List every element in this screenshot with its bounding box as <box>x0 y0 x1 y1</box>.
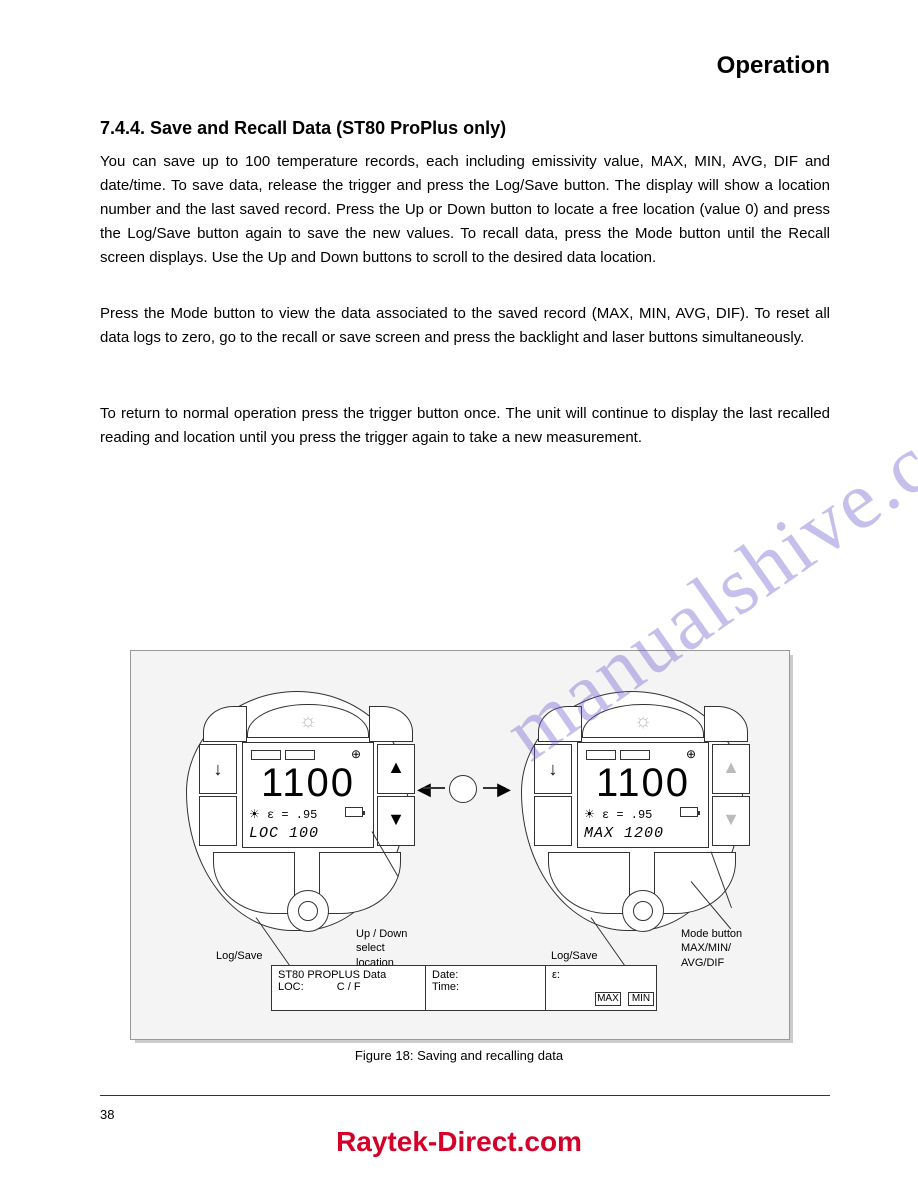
connector-arrow: ◀ ▶ <box>423 771 505 807</box>
side-bl-button <box>534 796 572 846</box>
corner-tl-button <box>538 706 582 742</box>
side-bl-button <box>199 796 237 846</box>
figure-panel: ☼ ↓ ▲ ▼ ⊕ 1100 ☀ ε = .95 LOC <box>130 650 790 1040</box>
lcd-big-value: 1100 <box>578 761 708 806</box>
device-left: ☼ ↓ ▲ ▼ ⊕ 1100 ☀ ε = .95 LOC <box>176 681 416 941</box>
lcd-left: ⊕ 1100 ☀ ε = .95 LOC 100 <box>242 742 374 848</box>
logger-loc-label: LOC: <box>278 981 304 993</box>
callout-right-mode: Mode button MAX/MIN/ AVG/DIF <box>681 927 742 970</box>
corner-tl-button <box>203 706 247 742</box>
logger-date-label: Date: <box>432 969 539 981</box>
logger-title: ST80 PROPLUS Data <box>278 969 419 981</box>
lcd-bottom-row: LOC 100 <box>249 825 367 842</box>
lcd-right: ⊕ 1100 ☀ ε = .95 MAX 1200 <box>577 742 709 848</box>
device-body: ☼ ↓ ▲ ▼ ⊕ 1100 ☀ ε = .95 MAX <box>521 691 743 931</box>
side-ml-button: ↓ <box>199 744 237 794</box>
lcd-big-value: 1100 <box>243 761 373 806</box>
lcd-bottom-row: MAX 1200 <box>584 825 702 842</box>
mode-button <box>654 852 736 914</box>
down-button-dim: ▼ <box>712 796 750 846</box>
logger-eps-label: ε: <box>552 969 652 981</box>
up-button-dim: ▲ <box>712 744 750 794</box>
logger-box-min: MIN <box>628 992 654 1006</box>
callout-right-save: Log/Save <box>551 949 597 963</box>
corner-tr-button <box>704 706 748 742</box>
log-save-button <box>548 852 630 914</box>
logger-time-label: Time: <box>432 981 539 993</box>
lcd-eps: ε = .95 <box>267 808 317 822</box>
callout-left-updown: Up / Down select location <box>356 927 407 970</box>
page-title: Operation <box>717 52 830 79</box>
lcd-eps: ε = .95 <box>602 808 652 822</box>
footer-brand: Raytek-Direct.com <box>0 1126 918 1158</box>
backlight-button: ☼ <box>582 704 704 738</box>
down-button: ▼ <box>377 796 415 846</box>
backlight-button: ☼ <box>247 704 369 738</box>
corner-tr-button <box>369 706 413 742</box>
figure-caption: Figure 18: Saving and recalling data <box>0 1048 918 1063</box>
callout-left-save: Log/Save <box>216 949 262 963</box>
device-body: ☼ ↓ ▲ ▼ ⊕ 1100 ☀ ε = .95 LOC <box>186 691 408 931</box>
logger-box: ST80 PROPLUS Data LOC: C / F Date: Time:… <box>271 965 657 1011</box>
body-paragraph-3: To return to normal operation press the … <box>100 402 830 450</box>
footer-page-number: 38 <box>100 1107 114 1122</box>
body-paragraph-1: You can save up to 100 temperature recor… <box>100 150 830 270</box>
logger-box-max: MAX <box>595 992 621 1006</box>
side-ml-button: ↓ <box>534 744 572 794</box>
logger-cf: C / F <box>337 981 361 993</box>
section-heading: 7.4.4. Save and Recall Data (ST80 ProPlu… <box>100 118 506 139</box>
trigger-button <box>287 890 329 932</box>
footer-rule <box>100 1095 830 1096</box>
log-save-button <box>213 852 295 914</box>
device-right: ☼ ↓ ▲ ▼ ⊕ 1100 ☀ ε = .95 MAX <box>511 681 751 941</box>
up-button: ▲ <box>377 744 415 794</box>
trigger-button <box>622 890 664 932</box>
body-paragraph-2: Press the Mode button to view the data a… <box>100 302 830 350</box>
